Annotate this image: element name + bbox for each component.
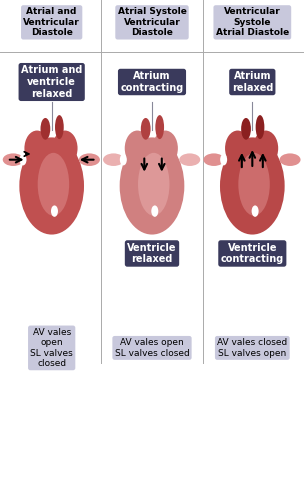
Ellipse shape [19,137,84,235]
Circle shape [120,154,127,166]
Ellipse shape [103,154,124,166]
Ellipse shape [179,154,200,166]
Ellipse shape [220,137,285,235]
Text: Atrium
relaxed: Atrium relaxed [232,71,273,93]
Ellipse shape [225,131,250,166]
Ellipse shape [238,153,270,216]
Circle shape [19,154,26,166]
Ellipse shape [280,154,301,166]
Ellipse shape [52,131,78,166]
Text: Atrial and
Ventricular
Diastole: Atrial and Ventricular Diastole [23,7,80,37]
Ellipse shape [203,154,224,166]
Ellipse shape [79,154,100,166]
Text: Ventricle
relaxed: Ventricle relaxed [127,243,177,264]
Ellipse shape [155,115,164,139]
Text: Atrium and
ventricle
relaxed: Atrium and ventricle relaxed [21,66,82,98]
Text: Ventricle
contracting: Ventricle contracting [221,243,284,264]
Ellipse shape [55,115,64,139]
Ellipse shape [40,118,50,140]
Ellipse shape [138,153,170,216]
Circle shape [220,154,227,166]
Text: Atrial Systole
Ventricular
Diastole: Atrial Systole Ventricular Diastole [118,7,186,37]
Text: AV vales closed
SL valves open: AV vales closed SL valves open [217,338,288,358]
Circle shape [252,205,259,217]
Text: AV vales
open
SL valves
closed: AV vales open SL valves closed [30,328,73,368]
Text: Atrium
contracting: Atrium contracting [120,71,184,93]
Ellipse shape [256,115,264,139]
Ellipse shape [125,131,150,166]
Circle shape [51,205,58,217]
Text: AV vales open
SL valves closed: AV vales open SL valves closed [115,338,189,358]
Ellipse shape [241,118,251,140]
Ellipse shape [253,131,278,166]
Ellipse shape [120,137,184,235]
Ellipse shape [141,118,150,140]
Ellipse shape [38,153,69,216]
Circle shape [151,205,158,217]
Ellipse shape [24,131,50,166]
Text: Ventricular
Systole
Atrial Diastole: Ventricular Systole Atrial Diastole [216,7,289,37]
Ellipse shape [153,131,178,166]
Ellipse shape [3,154,24,166]
